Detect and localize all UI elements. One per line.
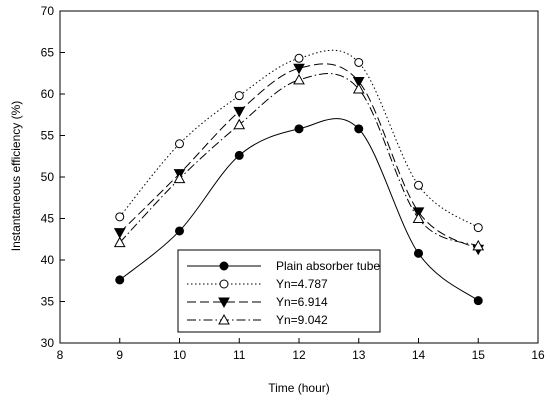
- x-tick-label: 12: [292, 348, 306, 362]
- data-point: [352, 77, 365, 88]
- data-point: [473, 296, 483, 306]
- data-point: [412, 212, 425, 223]
- data-point: [234, 150, 244, 160]
- legend-marker: [218, 297, 230, 309]
- legend-item: Yn=4.787: [187, 277, 328, 291]
- y-tick-label: 45: [41, 212, 55, 226]
- legend-item: Yn=6.914: [187, 295, 328, 309]
- y-tick-label: 40: [41, 253, 55, 267]
- data-point: [414, 248, 423, 258]
- legend-label: Yn=9.042: [276, 313, 328, 327]
- data-point: [354, 124, 364, 134]
- data-point: [233, 118, 246, 130]
- data-point: [113, 236, 126, 248]
- y-axis-title: Instantaneous efficiency (%): [9, 101, 23, 252]
- legend-item: Yn=9.042: [187, 313, 328, 327]
- data-point: [294, 124, 304, 134]
- data-point: [115, 275, 125, 285]
- legend-item: Plain absorber tube: [187, 259, 380, 273]
- x-tick-label: 16: [531, 348, 545, 362]
- series-line: [119, 63, 479, 250]
- data-point: [354, 57, 364, 67]
- data-point: [175, 139, 184, 149]
- y-tick-label: 55: [41, 129, 55, 143]
- y-tick-label: 50: [41, 170, 55, 184]
- legend-label: Plain absorber tube: [276, 259, 380, 273]
- data-point: [233, 106, 246, 118]
- series-1: [115, 118, 483, 306]
- data-point: [414, 180, 423, 190]
- y-tick-label: 30: [41, 336, 55, 350]
- data-point: [412, 207, 425, 218]
- legend-marker: [218, 313, 230, 325]
- data-point: [472, 239, 485, 251]
- data-point: [293, 73, 305, 85]
- x-tick-label: 11: [233, 348, 246, 362]
- x-tick-label: 10: [173, 348, 187, 362]
- data-point: [115, 212, 125, 222]
- data-point: [294, 53, 304, 63]
- y-tick-label: 35: [41, 295, 55, 309]
- x-tick-label: 8: [57, 348, 64, 362]
- series-2: [115, 49, 483, 233]
- x-tick-label: 14: [412, 348, 426, 362]
- data-point: [352, 82, 365, 94]
- data-point: [473, 223, 483, 233]
- data-point: [234, 91, 244, 101]
- y-axis: 30 35 40 45 50 55 60 65 70: [41, 4, 65, 350]
- y-tick-label: 60: [41, 87, 55, 101]
- series-line: [119, 73, 479, 247]
- legend-label: Yn=4.787: [276, 277, 328, 291]
- x-axis-title: Time (hour): [268, 381, 330, 395]
- y-tick-label: 65: [41, 46, 55, 60]
- data-point: [173, 172, 186, 184]
- legend-marker: [219, 279, 229, 289]
- data-point: [175, 226, 184, 236]
- legend-marker: [219, 261, 229, 271]
- data-point: [293, 63, 305, 75]
- series-3: [113, 63, 485, 256]
- data-point: [113, 228, 126, 239]
- legend: Plain absorber tube Yn=4.787 Yn=6.914 Yn=9.…: [177, 249, 381, 333]
- legend-box: [177, 249, 381, 333]
- y-tick-label: 70: [41, 4, 55, 18]
- x-tick-label: 13: [352, 348, 366, 362]
- x-axis: 8 9 10 11 12 13 14 15 16: [57, 338, 545, 362]
- legend-label: Yn=6.914: [276, 295, 328, 309]
- series-layer: [113, 49, 485, 306]
- x-tick-label: 9: [116, 348, 123, 362]
- x-tick-label: 15: [472, 348, 486, 362]
- series-4: [113, 73, 485, 251]
